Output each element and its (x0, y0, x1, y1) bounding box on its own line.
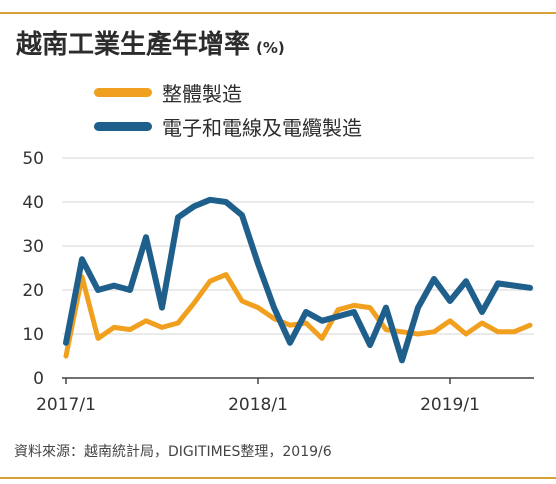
y-tick-label-40: 40 (22, 193, 44, 213)
x-tick-label-2017/1: 2017/1 (36, 395, 96, 415)
legend-item-manufacturing: 整體製造 (94, 77, 242, 107)
chart-title-text: 越南工業生產年增率 (16, 30, 251, 60)
y-tick-label-50: 50 (22, 149, 44, 169)
x-axis-ticks: 2017/1 2018/1 2019/1 (36, 378, 480, 415)
y-tick-label-0: 0 (33, 369, 44, 389)
legend-label-manufacturing: 整體製造 (162, 81, 242, 106)
source-note: 資料來源：越南統計局，DIGITIMES整理，2019/6 (14, 444, 332, 460)
legend-label-electronics: 電子和電線及電纜製造 (162, 115, 362, 140)
bottom-rule (0, 477, 556, 479)
legend-item-electronics: 電子和電線及電纜製造 (94, 111, 362, 141)
unit-label: (%) (256, 39, 285, 57)
legend-swatch-orange (94, 87, 152, 97)
x-tick-label-2018/1: 2018/1 (228, 395, 288, 415)
y-tick-label-10: 10 (22, 325, 44, 345)
chart-title: 越南工業生產年增率 (%) (16, 24, 285, 61)
y-axis-labels: 0 10 20 30 40 50 (22, 149, 44, 389)
top-rule (0, 12, 556, 14)
series-line-electronics (63, 196, 533, 364)
x-tick-label-2019/1: 2019/1 (420, 395, 480, 415)
series-lines (63, 196, 533, 364)
gridlines (62, 157, 534, 335)
y-tick-label-30: 30 (22, 237, 44, 257)
legend-swatch-blue (94, 121, 152, 131)
y-tick-label-20: 20 (22, 281, 44, 301)
